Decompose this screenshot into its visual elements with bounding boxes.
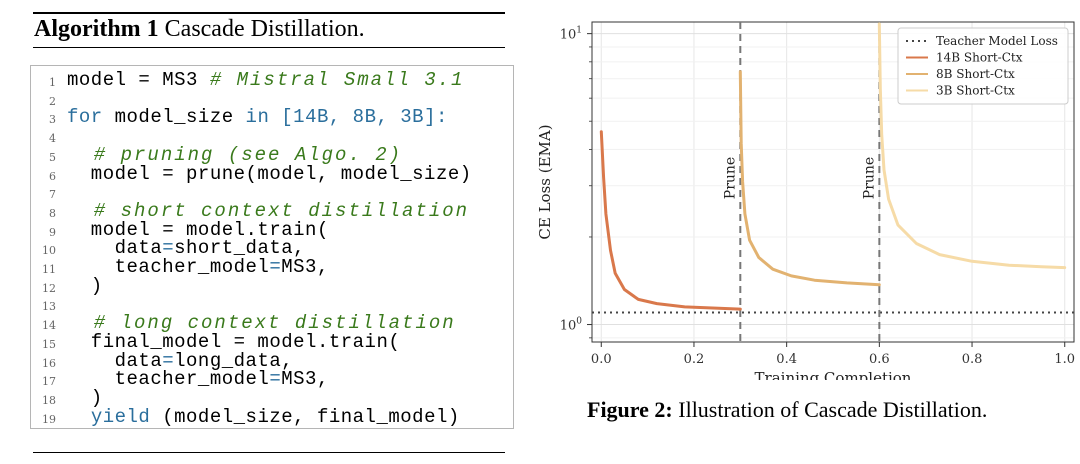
series-line	[599, 130, 742, 311]
legend-label: 3B Short-Ctx	[936, 84, 1015, 98]
x-tick-label: 0.4	[776, 352, 797, 367]
legend-label: 8B Short-Ctx	[936, 67, 1015, 81]
algorithm-header-rule	[33, 47, 505, 48]
y-tick-label: 100	[560, 317, 583, 334]
x-tick-label: 1.0	[1054, 352, 1075, 367]
line-number: 2	[49, 94, 56, 108]
x-tick-label: 0.2	[684, 352, 705, 367]
algorithm-title: Algorithm 1 Cascade Distillation.	[34, 16, 365, 43]
code-text: data=short_data,	[67, 237, 306, 260]
line-number: 7	[49, 188, 56, 202]
line-number: 10	[42, 244, 56, 258]
legend-label: Teacher Model Loss	[936, 34, 1058, 48]
y-tick-label: 101	[560, 26, 582, 43]
code-text: data=long_data,	[67, 349, 294, 372]
line-number: 8	[49, 206, 56, 220]
loss-chart: 0.0 0.2 0.4 0.6 0.8 1.0 100 101 Training Complet…	[536, 21, 1075, 380]
code-text: model = prune(model, model_size)	[67, 162, 472, 185]
series-line	[738, 70, 881, 287]
code-text: final_model = model.train(	[67, 330, 401, 353]
code-text: # pruning (see Algo. 2)	[67, 143, 403, 166]
line-number: 15	[42, 337, 56, 351]
x-tick-label: 0.8	[962, 352, 983, 367]
code-text: teacher_model=MS3,	[67, 368, 329, 391]
line-number: 1	[49, 76, 56, 89]
x-tick-label: 0.0	[591, 352, 612, 367]
line-number: 11	[42, 263, 56, 276]
figure-caption: Figure 2: Illustration of Cascade Distil…	[587, 397, 987, 423]
algorithm-label: Algorithm 1	[34, 16, 159, 42]
figure-caption-text: Illustration of Cascade Distillation.	[678, 397, 988, 422]
code-text: yield (model_size, final_model)	[90, 405, 460, 428]
algorithm-top-rule	[33, 12, 505, 14]
legend-label: 14B Short-Ctx	[936, 51, 1023, 65]
line-number: 9	[49, 225, 56, 239]
algorithm-name: Cascade Distillation.	[164, 16, 365, 42]
series-line	[877, 22, 1067, 270]
line-number: 19	[42, 412, 56, 426]
line-number: 14	[42, 319, 56, 333]
line-number: 4	[49, 132, 56, 146]
x-axis-label: Training Completion	[755, 369, 912, 380]
code-text: model = model.train(	[67, 218, 329, 241]
line-number: 18	[42, 393, 56, 407]
code-text: model = MS3 # Mistral Small 3.1	[67, 69, 465, 91]
code-text: for model_size in [14B, 8B, 3B]:	[67, 106, 448, 129]
line-number: 5	[49, 150, 56, 164]
code-text: )	[67, 274, 103, 297]
line-number: 17	[42, 375, 56, 389]
code-text: teacher_model=MS3,	[67, 256, 329, 278]
legend-box	[897, 27, 1069, 105]
figure-label: Figure 2:	[587, 397, 673, 422]
y-axis-label: CE Loss (EMA)	[536, 124, 554, 239]
plot-frame	[591, 21, 1075, 343]
line-number: 3	[49, 113, 56, 127]
code-text: )	[67, 386, 103, 409]
code-listing: 1 model = MS3 # Mistral Small 3.1 2 3 for mo…	[30, 65, 514, 429]
line-number: 6	[49, 169, 56, 183]
prune-label: Prune	[861, 157, 877, 199]
line-number: 13	[42, 300, 56, 314]
line-number: 16	[42, 356, 56, 370]
algorithm-bottom-rule	[33, 452, 505, 453]
line-number: 12	[42, 281, 56, 295]
code-text: # long context distillation	[67, 312, 456, 335]
prune-label: Prune	[722, 157, 738, 199]
x-tick-label: 0.6	[869, 352, 890, 367]
code-text: # short context distillation	[67, 199, 470, 222]
